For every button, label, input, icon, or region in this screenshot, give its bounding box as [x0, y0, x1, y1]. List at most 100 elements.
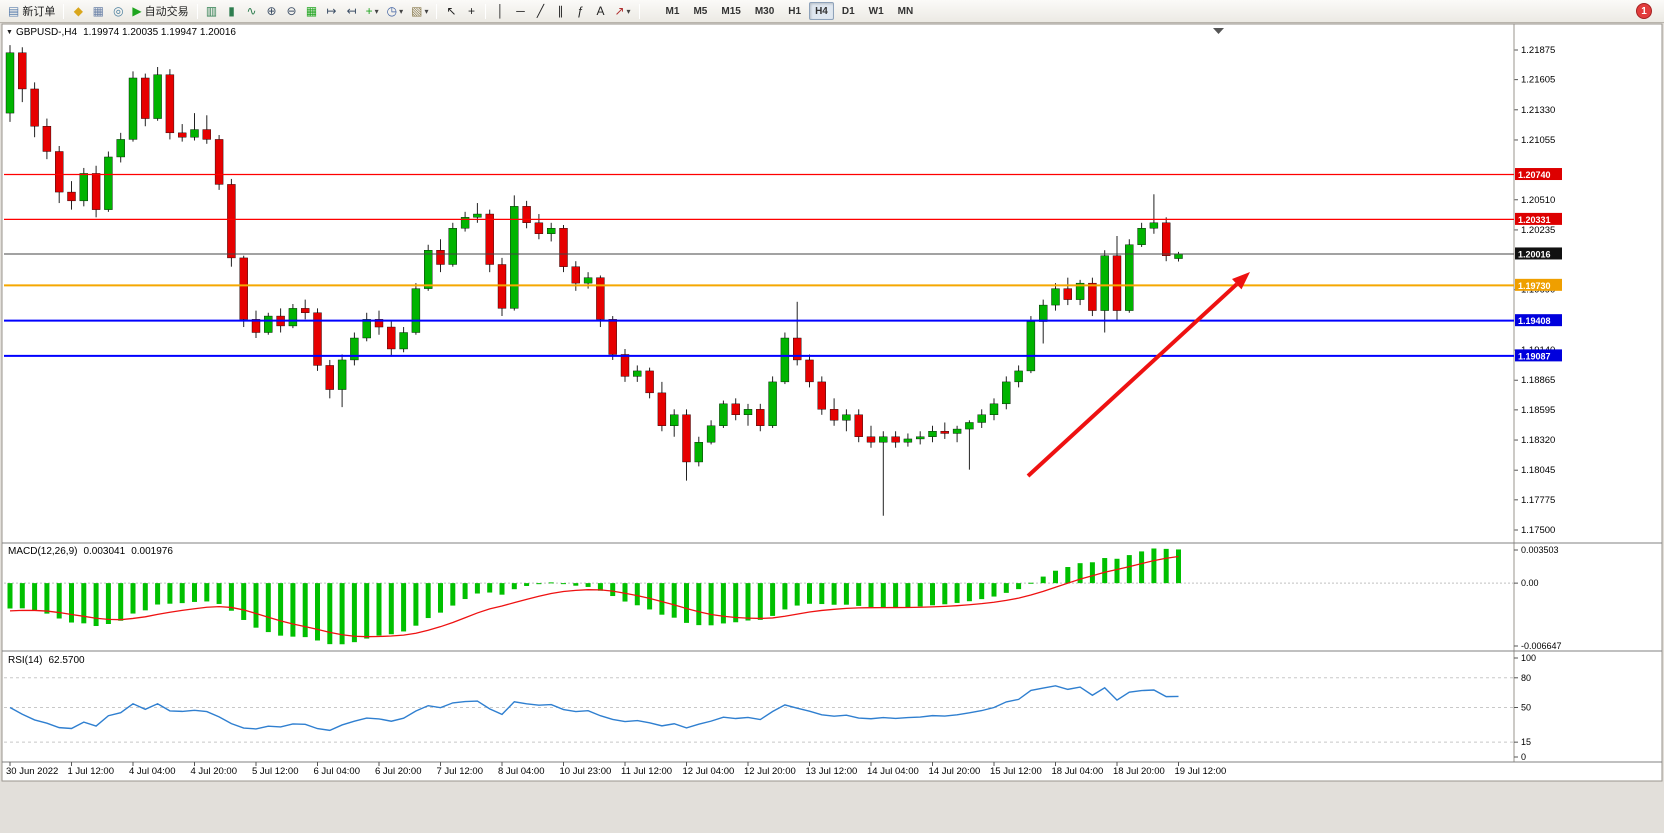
new-order-glyph: ▤	[8, 4, 20, 18]
vertical-line-icon-glyph: │	[496, 4, 505, 18]
horizontal-line-icon[interactable]: ─	[510, 2, 530, 21]
candle	[817, 376, 826, 415]
bar-chart-icon[interactable]: ▥	[202, 2, 222, 21]
dropdown-caret-icon: ▾	[626, 6, 631, 16]
trendline-icon[interactable]: ╱	[530, 2, 550, 21]
zoom-out-icon[interactable]: ⊖	[282, 2, 302, 21]
candle	[5, 45, 15, 122]
time-axis-label: 4 Jul 04:00	[129, 766, 175, 777]
candle	[731, 398, 740, 421]
trendline-icon-glyph: ╱	[536, 4, 545, 18]
tile-windows-icon[interactable]: ▦	[302, 2, 322, 21]
candle	[448, 222, 457, 267]
new-order-button-label: 新订单	[22, 6, 56, 18]
timeframe-h4[interactable]: H4	[809, 2, 834, 20]
chart-collapse-icon[interactable]: ▼	[6, 29, 13, 36]
candle	[424, 244, 433, 291]
candle	[645, 367, 654, 399]
candle	[620, 348, 630, 382]
arrows-icon[interactable]: ↗ ▾	[610, 2, 634, 21]
timeframe-h1[interactable]: H1	[788, 6, 802, 17]
autoscroll-icon[interactable]: ↦	[322, 2, 342, 21]
navigator-icon[interactable]: ◎	[108, 2, 128, 21]
candle	[264, 312, 273, 335]
candle	[387, 321, 396, 357]
timeframe-d1[interactable]: D1	[841, 6, 855, 17]
candle	[522, 200, 531, 229]
candle	[879, 431, 888, 516]
timeframe-mn[interactable]: MN	[897, 6, 914, 17]
candle	[743, 403, 753, 426]
candle	[805, 354, 814, 388]
candle	[202, 115, 212, 144]
crosshair-icon[interactable]: +	[461, 2, 481, 21]
time-axis-label: 12 Jul 20:00	[744, 766, 796, 777]
periods-icon-glyph: ◷	[386, 4, 398, 18]
price-axis-label: 1.18045	[1521, 465, 1555, 476]
candle	[1051, 283, 1060, 311]
time-axis-label: 4 Jul 20:00	[191, 766, 237, 777]
candle	[177, 124, 187, 142]
price-axis-label: 1.17500	[1521, 525, 1555, 536]
timeframe-m30[interactable]: M30	[754, 6, 775, 17]
candle	[301, 299, 310, 320]
time-axis-label: 30 Jun 2022	[6, 766, 58, 777]
notification-badge[interactable]: 1	[1636, 3, 1652, 19]
macd-main-value: 0.003041	[83, 546, 126, 557]
hline-price-tag: 1.19408	[1515, 314, 1562, 327]
price-axis-label: 1.21605	[1521, 75, 1555, 86]
chart-shift-icon[interactable]: ↤	[342, 2, 362, 21]
market-watch-icon[interactable]: ◆	[68, 2, 88, 21]
indicators-icon[interactable]: + ▾	[362, 2, 383, 21]
channel-icon[interactable]: ∥	[550, 2, 570, 21]
time-axis-label: 15 Jul 12:00	[990, 766, 1042, 777]
timeframe-m5[interactable]: M5	[693, 6, 708, 17]
line-chart-icon[interactable]: ∿	[242, 2, 262, 21]
svg-text:15: 15	[1521, 737, 1531, 747]
autoscroll-icon-glyph: ↦	[326, 4, 337, 18]
candle	[682, 409, 691, 481]
candle	[940, 422, 949, 439]
candle	[411, 283, 421, 335]
autotrading-button[interactable]: ▶ 自动交易	[128, 2, 192, 21]
candles-layer	[5, 45, 1183, 516]
time-axis-label: 14 Jul 20:00	[929, 766, 981, 777]
new-order-button[interactable]: ▤ 新订单	[4, 2, 59, 21]
zoom-in-icon[interactable]: ⊕	[262, 2, 282, 21]
autotrading-button-label: 自动交易	[144, 6, 189, 18]
data-window-icon-glyph: ▦	[92, 4, 105, 18]
bar-chart-icon-glyph: ▥	[205, 4, 218, 18]
candle	[165, 69, 175, 140]
dropdown-caret-icon: ▾	[399, 6, 404, 16]
timeframe-w1[interactable]: W1	[868, 6, 884, 17]
svg-text:1.19730: 1.19730	[1518, 281, 1551, 291]
time-axis-label: 12 Jul 04:00	[683, 766, 735, 777]
timeframe-m15[interactable]: M15	[721, 6, 741, 17]
candle	[399, 327, 408, 353]
data-window-icon[interactable]: ▦	[88, 2, 108, 21]
candle	[251, 310, 261, 338]
price-axis-label: 1.21330	[1521, 105, 1555, 116]
vertical-line-icon[interactable]: │	[490, 2, 510, 21]
periods-icon[interactable]: ◷ ▾	[383, 2, 408, 21]
chart-shift-marker-icon[interactable]	[1213, 28, 1224, 34]
price-axis-label: 1.18320	[1521, 435, 1555, 446]
time-axis-label: 7 Jul 12:00	[437, 766, 483, 777]
candle	[227, 178, 236, 267]
macd-signal-line	[9, 555, 1179, 638]
text-icon[interactable]: A	[590, 2, 610, 21]
templates-icon[interactable]: ▧ ▾	[407, 2, 432, 21]
timeframe-m1[interactable]: M1	[665, 6, 680, 17]
candle	[1014, 365, 1023, 388]
fibonacci-icon[interactable]: ƒ	[570, 2, 590, 21]
trend-arrow[interactable]	[1026, 272, 1250, 478]
candlestick-chart-icon[interactable]: ▮	[222, 2, 242, 21]
candle	[1026, 316, 1036, 374]
dropdown-caret-icon: ▾	[374, 6, 379, 16]
candle	[608, 316, 617, 360]
rsi-levels: 100 80 50 15 0	[4, 653, 1536, 762]
zoom-out-icon-glyph: ⊖	[286, 4, 297, 18]
candle	[1088, 277, 1097, 317]
cursor-icon[interactable]: ↖	[441, 2, 461, 21]
rsi-value: 62.5700	[48, 655, 85, 666]
